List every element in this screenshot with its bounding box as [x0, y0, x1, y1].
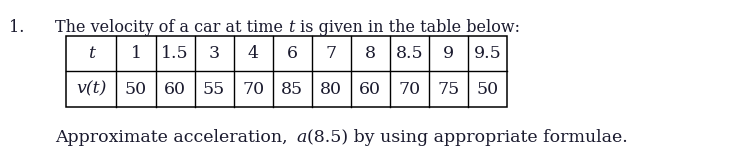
Text: 1: 1 — [130, 45, 142, 62]
Text: The velocity of a car at time: The velocity of a car at time — [55, 19, 288, 36]
Text: 60: 60 — [360, 81, 381, 98]
Text: 70: 70 — [398, 81, 421, 98]
Text: 50: 50 — [476, 81, 499, 98]
Text: 6: 6 — [287, 45, 298, 62]
Text: 70: 70 — [242, 81, 265, 98]
Text: 1.5: 1.5 — [161, 45, 189, 62]
Text: 80: 80 — [321, 81, 342, 98]
Text: 9: 9 — [443, 45, 454, 62]
Text: is given in the table below:: is given in the table below: — [295, 19, 520, 36]
Text: t: t — [288, 19, 295, 36]
Text: 3: 3 — [209, 45, 220, 62]
Text: 85: 85 — [281, 81, 304, 98]
Text: 50: 50 — [125, 81, 147, 98]
Text: 8: 8 — [365, 45, 376, 62]
Text: 60: 60 — [164, 81, 186, 98]
Text: a: a — [297, 129, 307, 146]
Text: 55: 55 — [203, 81, 226, 98]
Text: t: t — [88, 45, 95, 62]
Text: v(t): v(t) — [76, 81, 107, 98]
Text: 75: 75 — [437, 81, 460, 98]
Text: 7: 7 — [326, 45, 337, 62]
Text: Approximate acceleration,: Approximate acceleration, — [55, 129, 297, 146]
Text: 4: 4 — [248, 45, 259, 62]
Text: (8.5) by using appropriate formulae.: (8.5) by using appropriate formulae. — [307, 129, 628, 146]
Text: 1.: 1. — [9, 19, 24, 36]
Text: 8.5: 8.5 — [396, 45, 423, 62]
Bar — [66, 36, 507, 107]
Text: 9.5: 9.5 — [474, 45, 501, 62]
